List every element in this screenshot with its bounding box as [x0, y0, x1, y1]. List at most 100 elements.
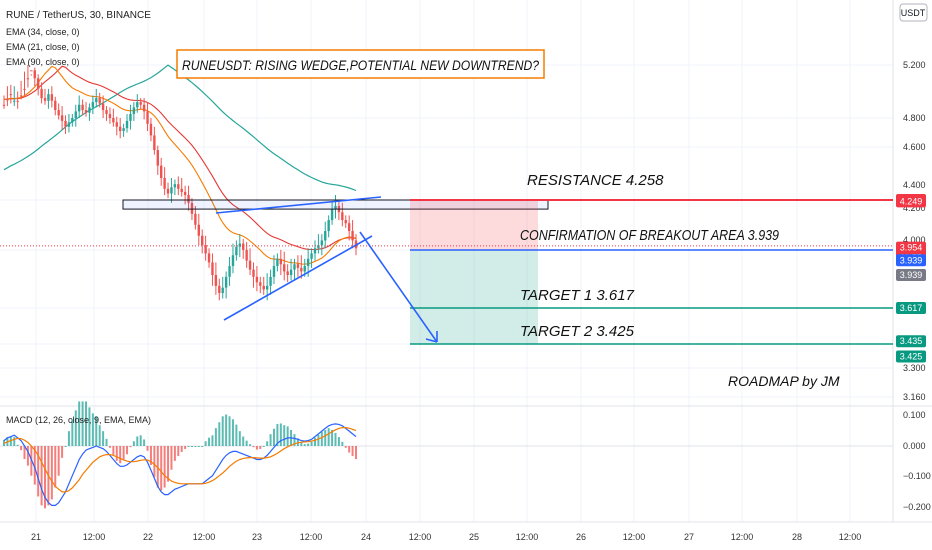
candle-body[interactable] [214, 275, 218, 286]
candle-body[interactable] [320, 240, 324, 246]
candle-body[interactable] [33, 70, 36, 79]
candle-body[interactable] [194, 213, 197, 225]
candle-body[interactable] [13, 100, 16, 102]
candle-body[interactable] [142, 104, 146, 112]
candle-body[interactable] [204, 245, 207, 254]
candle-body[interactable] [306, 258, 310, 267]
candle-body[interactable] [84, 110, 88, 113]
candle-body[interactable] [91, 102, 95, 108]
candle-body[interactable] [139, 102, 142, 105]
candle-body[interactable] [9, 94, 13, 96]
candle-body[interactable] [303, 266, 306, 272]
candle-body[interactable] [289, 269, 293, 276]
candle-body[interactable] [211, 262, 214, 276]
candle-body[interactable] [347, 223, 351, 232]
candle-body[interactable] [105, 110, 108, 115]
candle-body[interactable] [125, 120, 129, 129]
candle-body[interactable] [60, 115, 64, 121]
candle-body[interactable] [71, 118, 74, 123]
candle-body[interactable] [324, 231, 327, 241]
candle-body[interactable] [16, 100, 19, 102]
candle-body[interactable] [310, 253, 313, 259]
candle-body[interactable] [67, 122, 71, 127]
candle-body[interactable] [293, 264, 296, 270]
candle-body[interactable] [341, 212, 344, 221]
candle-body[interactable] [255, 276, 259, 283]
candle-body[interactable] [108, 114, 112, 118]
candle-body[interactable] [170, 187, 173, 194]
candle-body[interactable] [313, 248, 317, 254]
candle-body[interactable] [272, 266, 276, 277]
candle-body[interactable] [180, 188, 183, 192]
candle-body[interactable] [101, 103, 105, 111]
candle-body[interactable] [40, 88, 43, 99]
candle-body[interactable] [26, 78, 30, 80]
candle-body[interactable] [187, 195, 190, 203]
time-axis[interactable]: 21 12:00 22 12:00 23 12:00 24 12:00 25 12:00 26 12:… [31, 532, 861, 542]
candle-body[interactable] [160, 165, 163, 178]
candle-body[interactable] [252, 269, 255, 277]
candle-body[interactable] [153, 135, 156, 151]
candle-body[interactable] [23, 88, 26, 90]
candle-body[interactable] [330, 209, 334, 221]
candle-body[interactable] [190, 202, 194, 214]
candle-body[interactable] [245, 249, 248, 261]
macd-pane[interactable] [0, 401, 893, 509]
candle-body[interactable] [201, 235, 204, 246]
candle-body[interactable] [242, 243, 245, 250]
candle-body[interactable] [344, 220, 347, 224]
candle-body[interactable] [57, 110, 60, 116]
candle-body[interactable] [224, 276, 228, 288]
wedge-upper-line[interactable] [215, 196, 382, 214]
candle-body[interactable] [149, 123, 153, 136]
candle-body[interactable] [64, 120, 67, 127]
price-pane[interactable] [0, 64, 893, 345]
candle-body[interactable] [47, 94, 50, 101]
candle-body[interactable] [265, 285, 269, 290]
candle-body[interactable] [30, 70, 33, 72]
candle-body[interactable] [334, 205, 337, 210]
candle-body[interactable] [279, 258, 283, 265]
candle-body[interactable] [262, 285, 265, 290]
candle-body[interactable] [6, 99, 9, 101]
candle-body[interactable] [207, 253, 211, 263]
candle-body[interactable] [283, 264, 286, 272]
candle-body[interactable] [218, 285, 221, 294]
candle-body[interactable] [98, 98, 101, 104]
candle-body[interactable] [95, 98, 98, 103]
candle-body[interactable] [43, 98, 47, 101]
candle-body[interactable] [132, 107, 136, 115]
candle-body[interactable] [296, 264, 300, 268]
candle-body[interactable] [19, 95, 23, 97]
candle-body[interactable] [228, 266, 231, 277]
candle-body[interactable] [77, 104, 81, 112]
candle-body[interactable] [327, 220, 330, 232]
candle-body[interactable] [81, 104, 84, 111]
candle-body[interactable] [74, 111, 77, 118]
projection-arrow[interactable] [359, 231, 438, 343]
candle-body[interactable] [2, 104, 6, 106]
candle-body[interactable] [88, 107, 91, 113]
candle-body[interactable] [317, 245, 320, 249]
candle-body[interactable] [136, 102, 139, 108]
candle-body[interactable] [221, 287, 224, 294]
candle-body[interactable] [248, 260, 252, 270]
candle-body[interactable] [197, 224, 200, 236]
candle-body[interactable] [300, 267, 303, 272]
candle-body[interactable] [183, 191, 187, 196]
candle-body[interactable] [54, 100, 57, 111]
currency-button[interactable] [899, 3, 928, 22]
candle-body[interactable] [50, 94, 54, 101]
candle-body[interactable] [36, 78, 40, 89]
candle-body[interactable] [235, 246, 238, 256]
candle-body[interactable] [231, 255, 235, 267]
candle-body[interactable] [166, 188, 170, 194]
candle-body[interactable] [122, 128, 125, 132]
candle-body[interactable] [286, 271, 289, 276]
candle-body[interactable] [173, 184, 177, 188]
candle-body[interactable] [259, 282, 262, 286]
wedge-lower-line[interactable] [223, 235, 373, 321]
candle-body[interactable] [118, 126, 122, 132]
candle-body[interactable] [115, 122, 118, 127]
